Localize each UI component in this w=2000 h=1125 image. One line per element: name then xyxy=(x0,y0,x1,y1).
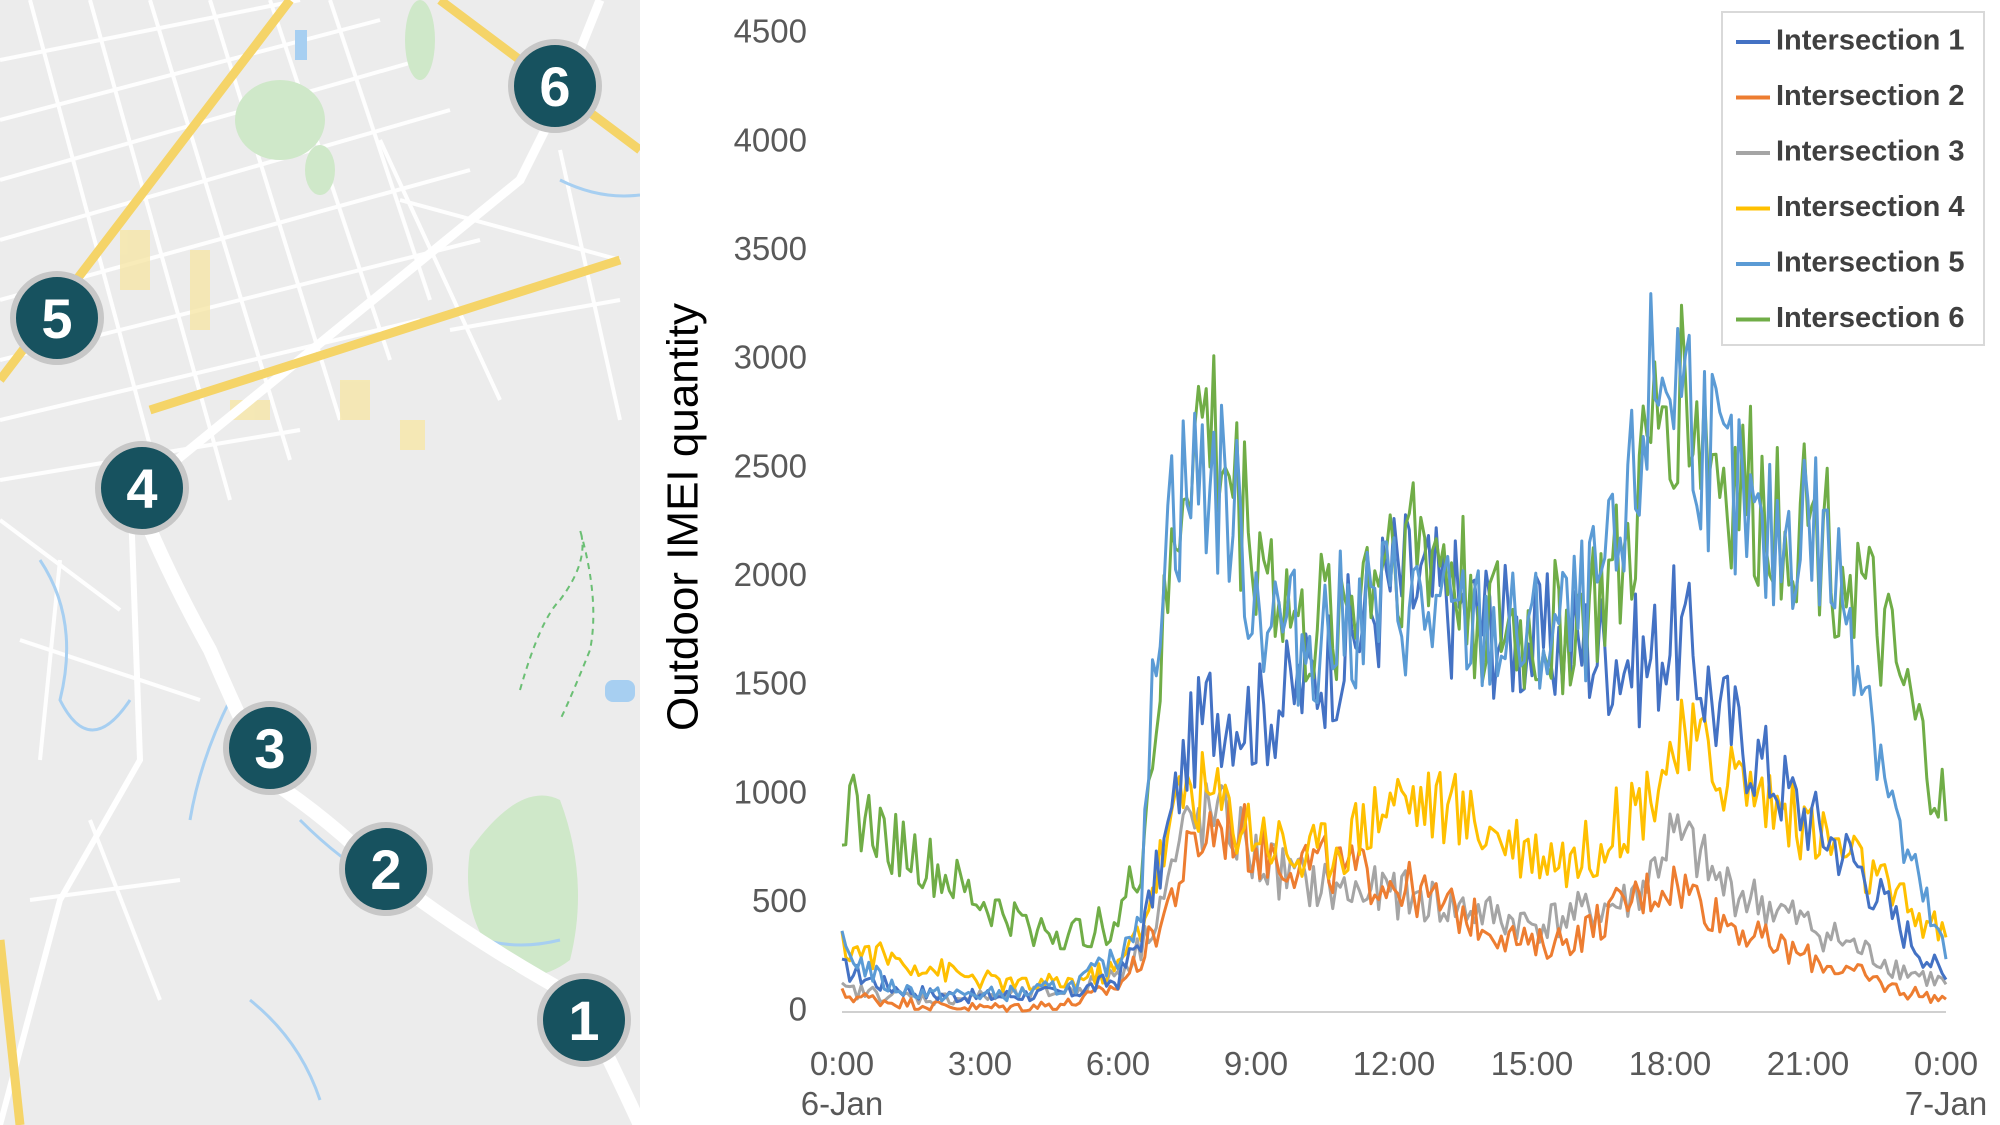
svg-text:2: 2 xyxy=(370,838,401,901)
y-tick-label: 500 xyxy=(752,882,807,919)
parks xyxy=(235,0,578,975)
svg-text:4: 4 xyxy=(126,457,157,520)
series-line-2 xyxy=(840,799,1947,1013)
x-tick-label: 0:00 xyxy=(1914,1045,1978,1082)
y-tick-label: 0 xyxy=(789,991,807,1028)
legend-box xyxy=(1721,11,1985,346)
x-tick-label: 12:00 xyxy=(1353,1045,1436,1082)
y-tick-label: 4000 xyxy=(734,121,807,158)
map-background: 1 2 3 4 5 6 xyxy=(0,0,640,1125)
map-marker-3[interactable]: 3 xyxy=(223,701,317,795)
series-line-1 xyxy=(841,513,1948,1005)
map-panel: 1 2 3 4 5 6 xyxy=(0,0,640,1125)
legend-label-1: Intersection 1 xyxy=(1776,25,1965,57)
y-tick-label: 2500 xyxy=(734,447,807,484)
svg-text:3: 3 xyxy=(254,717,285,780)
series-line-4 xyxy=(840,698,1948,993)
map-marker-2[interactable]: 2 xyxy=(339,822,433,916)
x-tick-label: 21:00 xyxy=(1767,1045,1850,1082)
y-tick-label: 3500 xyxy=(734,230,807,267)
map-marker-6[interactable]: 6 xyxy=(508,39,602,133)
x-tick-date-label: 7-Jan xyxy=(1905,1085,1988,1122)
legend-label-6: Intersection 6 xyxy=(1776,302,1965,334)
x-tick-label: 3:00 xyxy=(948,1045,1012,1082)
series-line-6 xyxy=(841,303,1948,951)
svg-text:6: 6 xyxy=(539,55,570,118)
y-tick-label: 2000 xyxy=(734,556,807,593)
y-tick-label: 1000 xyxy=(734,773,807,810)
series-line-5 xyxy=(840,292,1948,1003)
x-tick-label: 18:00 xyxy=(1629,1045,1712,1082)
legend: Intersection 1 Intersection 2 Intersection… xyxy=(1721,11,1985,346)
y-tick-label: 3000 xyxy=(734,339,807,376)
map-marker-5[interactable]: 5 xyxy=(10,271,104,365)
x-tick-label: 0:00 xyxy=(810,1045,874,1082)
series-lines xyxy=(840,292,1948,1013)
x-tick-label: 9:00 xyxy=(1224,1045,1288,1082)
x-tick-date-label: 6-Jan xyxy=(801,1085,884,1122)
legend-label-3: Intersection 3 xyxy=(1776,136,1965,168)
y-axis-ticks: 0 500 1000 1500 2000 2500 3000 3500 4000 4500 xyxy=(734,13,807,1028)
legend-label-2: Intersection 2 xyxy=(1776,80,1965,112)
y-tick-label: 4500 xyxy=(734,13,807,50)
chart-panel: Outdoor IMEI quantity 0 500 1000 1500 2000 25… xyxy=(640,0,2000,1125)
legend-label-4: Intersection 4 xyxy=(1776,191,1965,223)
y-tick-label: 1500 xyxy=(734,665,807,702)
line-chart: Outdoor IMEI quantity 0 500 1000 1500 2000 25… xyxy=(659,11,1988,1122)
svg-text:5: 5 xyxy=(41,287,72,350)
y-axis-label: Outdoor IMEI quantity xyxy=(659,303,708,731)
legend-label-5: Intersection 5 xyxy=(1776,247,1965,279)
map-marker-4[interactable]: 4 xyxy=(95,441,189,535)
secondary-road xyxy=(0,479,144,1125)
map-marker-1[interactable]: 1 xyxy=(537,973,631,1067)
x-tick-label: 6:00 xyxy=(1086,1045,1150,1082)
x-tick-label: 15:00 xyxy=(1491,1045,1574,1082)
svg-text:1: 1 xyxy=(568,989,599,1052)
urban-blocks xyxy=(70,230,425,450)
water xyxy=(295,30,635,702)
